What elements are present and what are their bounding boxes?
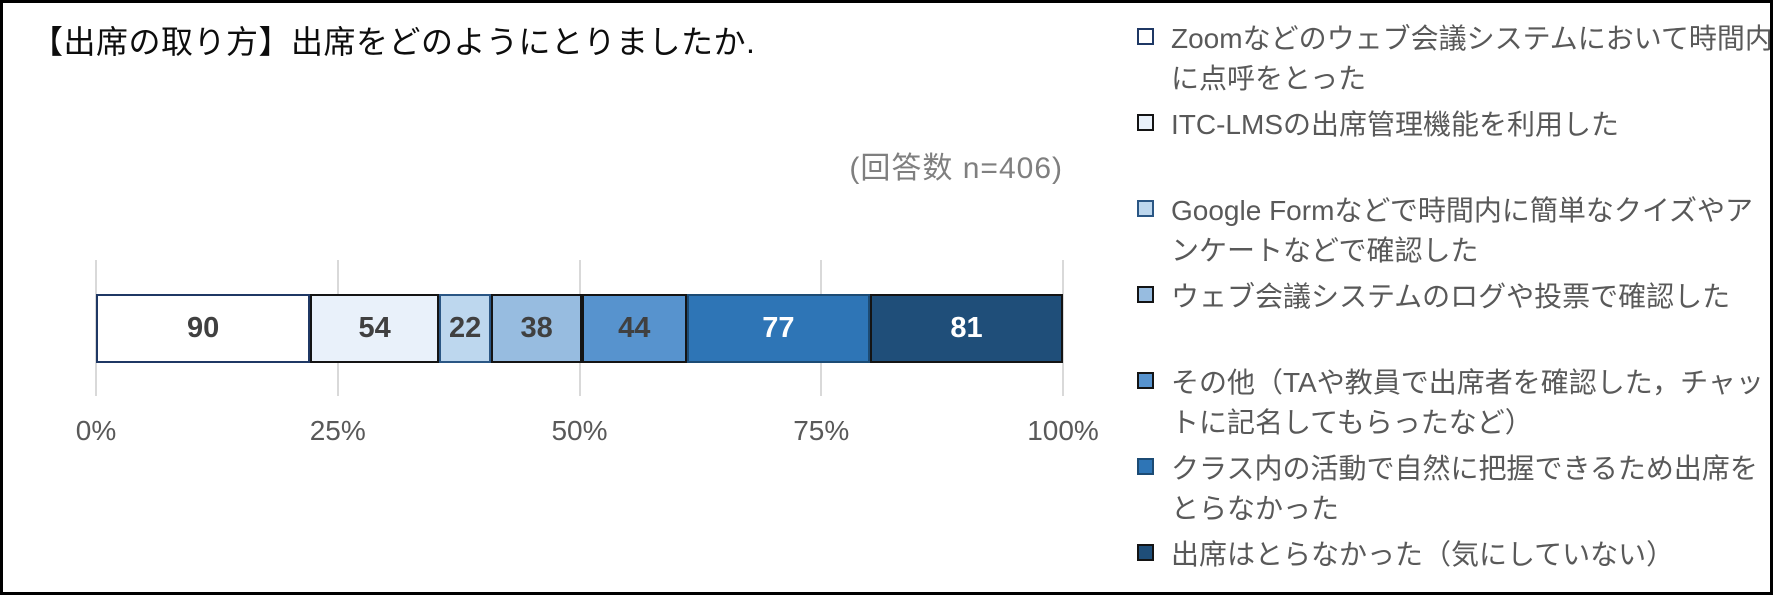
legend-label: Zoomなどのウェブ会議システムにおいて時間内に点呼をとった bbox=[1171, 23, 1773, 94]
legend-swatch bbox=[1137, 544, 1154, 561]
legend-swatch bbox=[1137, 286, 1154, 303]
legend-item-1: Zoomなどのウェブ会議システムにおいて時間内に点呼をとった bbox=[1135, 19, 1773, 99]
legend-label: ITC-LMSの出席管理機能を利用した bbox=[1171, 109, 1620, 140]
legend-item-5: その他（TAや教員で出席者を確認した，チャットに記名してもらったなど） bbox=[1135, 363, 1770, 443]
x-tick-label: 50% bbox=[551, 415, 608, 446]
legend-item-6: クラス内の活動で自然に把握できるため出席をとらなかった bbox=[1135, 449, 1770, 529]
x-tick-label: 25% bbox=[309, 415, 366, 446]
response-count-label: (回答数 n=406) bbox=[849, 152, 1063, 185]
stacked-bar: 90 54 22 38 44 77 81 bbox=[96, 294, 1063, 363]
chart-title: 【出席の取り方】出席をどのようにとりましたか. bbox=[31, 24, 756, 60]
bar-value-label: 54 bbox=[358, 312, 391, 344]
legend-label: ウェブ会議システムのログや投票で確認した bbox=[1171, 281, 1731, 312]
bar-segment-4: 38 bbox=[491, 294, 582, 363]
bar-segment-7: 81 bbox=[870, 294, 1063, 363]
bar-segment-6: 77 bbox=[686, 294, 871, 363]
legend-swatch bbox=[1137, 372, 1154, 389]
x-axis: 0% 25% 50% 75% 100% bbox=[76, 415, 1099, 457]
bar-value-label: 38 bbox=[520, 312, 553, 344]
bar-value-label: 77 bbox=[762, 312, 795, 344]
bar-value-label: 44 bbox=[618, 312, 651, 344]
legend-label: クラス内の活動で自然に把握できるため出席をとらなかった bbox=[1171, 453, 1758, 524]
bar-segment-5: 44 bbox=[581, 294, 687, 363]
legend-swatch bbox=[1137, 458, 1154, 475]
bar-segment-3: 22 bbox=[438, 294, 492, 363]
legend-swatch bbox=[1137, 28, 1154, 45]
legend-item-3: Google Formなどで時間内に簡単なクイズやアンケートなどで確認した bbox=[1135, 191, 1770, 271]
x-tick-label: 0% bbox=[75, 415, 117, 446]
bar-value-label: 81 bbox=[950, 312, 983, 344]
legend-item-4: ウェブ会議システムのログや投票で確認した bbox=[1135, 277, 1770, 317]
legend-swatch bbox=[1137, 114, 1154, 131]
legend-label: その他（TAや教員で出席者を確認した，チャットに記名してもらったなど） bbox=[1171, 367, 1764, 438]
legend-label: Google Formなどで時間内に簡単なクイズやアンケートなどで確認した bbox=[1171, 195, 1753, 266]
legend-swatch bbox=[1137, 200, 1154, 217]
bar-value-label: 90 bbox=[187, 312, 220, 344]
bar-segment-1: 90 bbox=[96, 294, 311, 363]
plot-area: 90 54 22 38 44 77 81 bbox=[95, 260, 1064, 396]
legend-item-2: ITC-LMSの出席管理機能を利用した bbox=[1135, 105, 1770, 145]
bar-segment-2: 54 bbox=[310, 294, 439, 363]
x-tick-label: 100% bbox=[1027, 415, 1099, 446]
legend: Zoomなどのウェブ会議システムにおいて時間内に点呼をとった ITC-LMSの出席… bbox=[1135, 19, 1773, 581]
legend-label: 出席はとらなかった（気にしていない） bbox=[1171, 539, 1675, 570]
gridline bbox=[1062, 260, 1064, 396]
bar-value-label: 22 bbox=[449, 312, 482, 344]
legend-item-7: 出席はとらなかった（気にしていない） bbox=[1135, 535, 1770, 575]
x-tick-label: 75% bbox=[793, 415, 850, 446]
